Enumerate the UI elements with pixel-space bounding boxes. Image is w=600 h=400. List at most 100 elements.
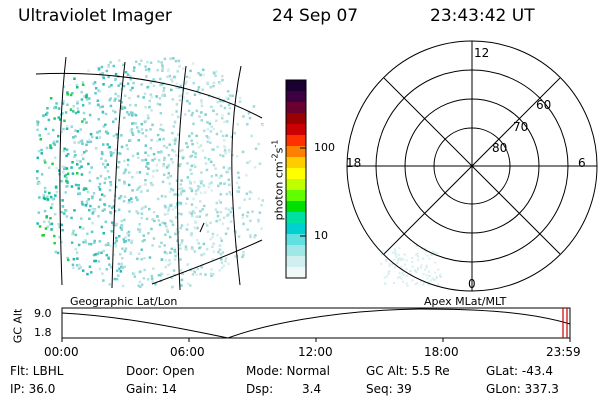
emission-pixel: [130, 200, 133, 204]
emission-pixel: [125, 144, 128, 147]
emission-pixel: [205, 248, 209, 251]
emission-pixel: [115, 277, 119, 281]
emission-pixel: [64, 209, 68, 212]
emission-pixel: [160, 272, 163, 276]
emission-pixel: [108, 145, 111, 149]
emission-pixel: [98, 182, 102, 186]
emission-pixel: [115, 222, 118, 226]
emission-pixel: [238, 100, 242, 103]
emission-pixel: [117, 152, 121, 155]
polar-emission-pixel: [409, 272, 412, 275]
emission-pixel: [114, 245, 118, 248]
emission-pixel: [160, 61, 163, 64]
emission-pixel: [52, 128, 55, 132]
emission-pixel: [159, 77, 162, 81]
emission-pixel: [130, 114, 134, 117]
emission-pixel: [149, 61, 153, 64]
emission-pixel: [46, 111, 49, 115]
emission-pixel: [38, 196, 41, 199]
emission-pixel: [132, 81, 135, 85]
emission-pixel: [217, 184, 220, 188]
emission-pixel: [140, 283, 144, 286]
emission-pixel: [218, 199, 221, 202]
emission-pixel: [146, 278, 150, 281]
emission-pixel: [89, 140, 93, 144]
emission-pixel: [163, 57, 167, 61]
emission-pixel: [178, 243, 181, 247]
emission-pixel: [175, 103, 179, 106]
polar-emission-pixel: [437, 268, 440, 271]
emission-pixel: [142, 96, 145, 99]
polar-diag-2: [383, 77, 561, 255]
emission-pixel: [154, 282, 157, 286]
emission-pixel: [36, 156, 39, 160]
emission-pixel: [194, 192, 198, 196]
emission-pixel: [88, 265, 92, 268]
polar-emission-pixel: [381, 250, 384, 253]
emission-pixel: [108, 283, 111, 286]
emission-pixel: [193, 180, 196, 184]
emission-pixel: [119, 82, 122, 85]
emission-pixel: [65, 148, 69, 151]
emission-pixel: [176, 70, 179, 73]
emission-pixel: [228, 183, 231, 187]
emission-pixel: [173, 273, 176, 277]
emission-pixel: [215, 119, 218, 122]
emission-pixel: [87, 162, 90, 166]
emission-pixel: [219, 104, 223, 108]
emission-pixel: [159, 84, 162, 87]
emission-pixel: [140, 59, 143, 62]
emission-pixel: [201, 149, 204, 152]
emission-pixel: [191, 247, 194, 251]
polar-emission-pixel: [411, 279, 414, 282]
polar-emission-pixel: [434, 278, 437, 281]
polar-emission-pixel: [434, 271, 437, 274]
emission-pixel: [162, 164, 165, 168]
emission-pixel: [145, 217, 149, 221]
emission-pixel: [42, 196, 46, 200]
emission-pixel: [236, 155, 239, 158]
emission-pixel: [149, 81, 153, 85]
emission-pixel: [85, 187, 88, 190]
emission-pixel: [178, 65, 181, 68]
emission-pixel: [211, 148, 214, 151]
emission-pixel: [252, 105, 256, 108]
emission-pixel: [168, 259, 171, 262]
polar-emission-pixel: [399, 257, 402, 260]
emission-pixel: [152, 267, 155, 270]
emission-pixel: [133, 113, 136, 116]
status-dsp-value: 3.4: [302, 382, 322, 396]
emission-pixel: [58, 118, 62, 121]
emission-pixel: [260, 204, 263, 207]
emission-pixel: [90, 230, 94, 234]
polar-emission-pixel: [393, 266, 396, 269]
emission-pixel: [193, 250, 197, 253]
emission-pixel: [198, 185, 201, 189]
polar-emission-pixel: [396, 276, 399, 279]
emission-pixel: [51, 203, 54, 206]
emission-pixel: [167, 209, 170, 212]
emission-pixel: [231, 94, 234, 97]
emission-pixel: [137, 130, 141, 134]
emission-pixel: [46, 195, 49, 198]
emission-pixel: [151, 159, 155, 162]
emission-pixel: [61, 205, 65, 208]
emission-pixel: [119, 253, 122, 256]
emission-pixel: [200, 99, 203, 102]
emission-pixel: [195, 109, 199, 113]
emission-pixel: [112, 205, 116, 208]
emission-pixel: [123, 195, 127, 198]
emission-pixel: [127, 201, 130, 204]
emission-pixel: [120, 134, 123, 137]
emission-pixel: [236, 190, 239, 193]
emission-pixel: [228, 94, 232, 97]
emission-pixel: [110, 230, 113, 233]
emission-pixel: [167, 163, 170, 167]
emission-pixel: [209, 272, 213, 276]
emission-pixel: [76, 257, 79, 260]
emission-pixel: [85, 143, 88, 146]
emission-pixel: [237, 171, 240, 175]
emission-pixel: [188, 179, 192, 183]
emission-pixel: [227, 178, 230, 181]
emission-pixel: [85, 121, 88, 124]
